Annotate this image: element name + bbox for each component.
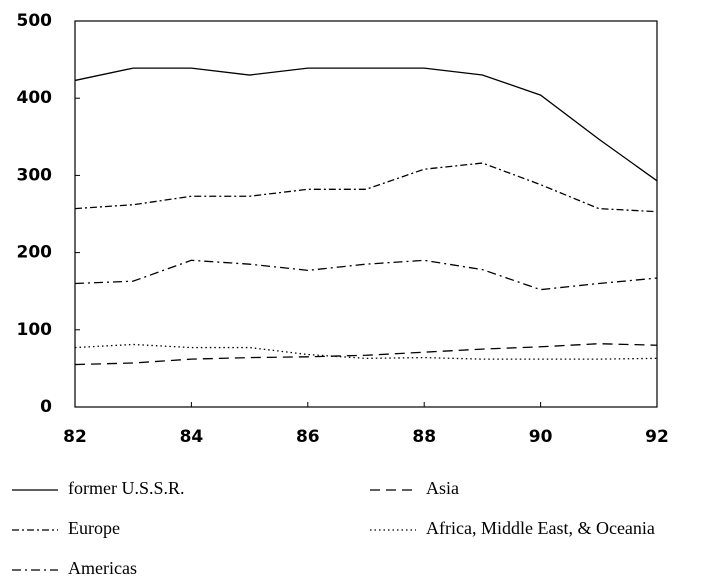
series-line: [74, 67, 658, 182]
legend-label: Europe: [68, 518, 120, 538]
series-line: [74, 259, 658, 291]
x-tick-label: 86: [296, 427, 320, 447]
legend-label: former U.S.S.R.: [68, 478, 185, 498]
series-line: [74, 343, 658, 366]
y-tick-label: 0: [40, 397, 52, 417]
legend-label: Asia: [426, 478, 459, 498]
x-tick-label: 88: [412, 427, 436, 447]
x-tick-label: 84: [180, 427, 204, 447]
series-line: [74, 162, 658, 213]
x-tick-label: 90: [529, 427, 553, 447]
series-line: [74, 343, 658, 360]
legend-label: Africa, Middle East, & Oceania: [426, 518, 655, 538]
plot-frame: [74, 20, 658, 408]
y-tick-label: 200: [17, 243, 53, 263]
x-tick-label: 92: [645, 427, 669, 447]
legend-label: Americas: [68, 558, 137, 578]
x-tick-label: 82: [63, 427, 87, 447]
y-tick-label: 300: [17, 165, 53, 185]
y-tick-label: 400: [17, 88, 53, 108]
y-tick-label: 500: [17, 11, 53, 31]
y-tick-label: 100: [17, 320, 53, 340]
